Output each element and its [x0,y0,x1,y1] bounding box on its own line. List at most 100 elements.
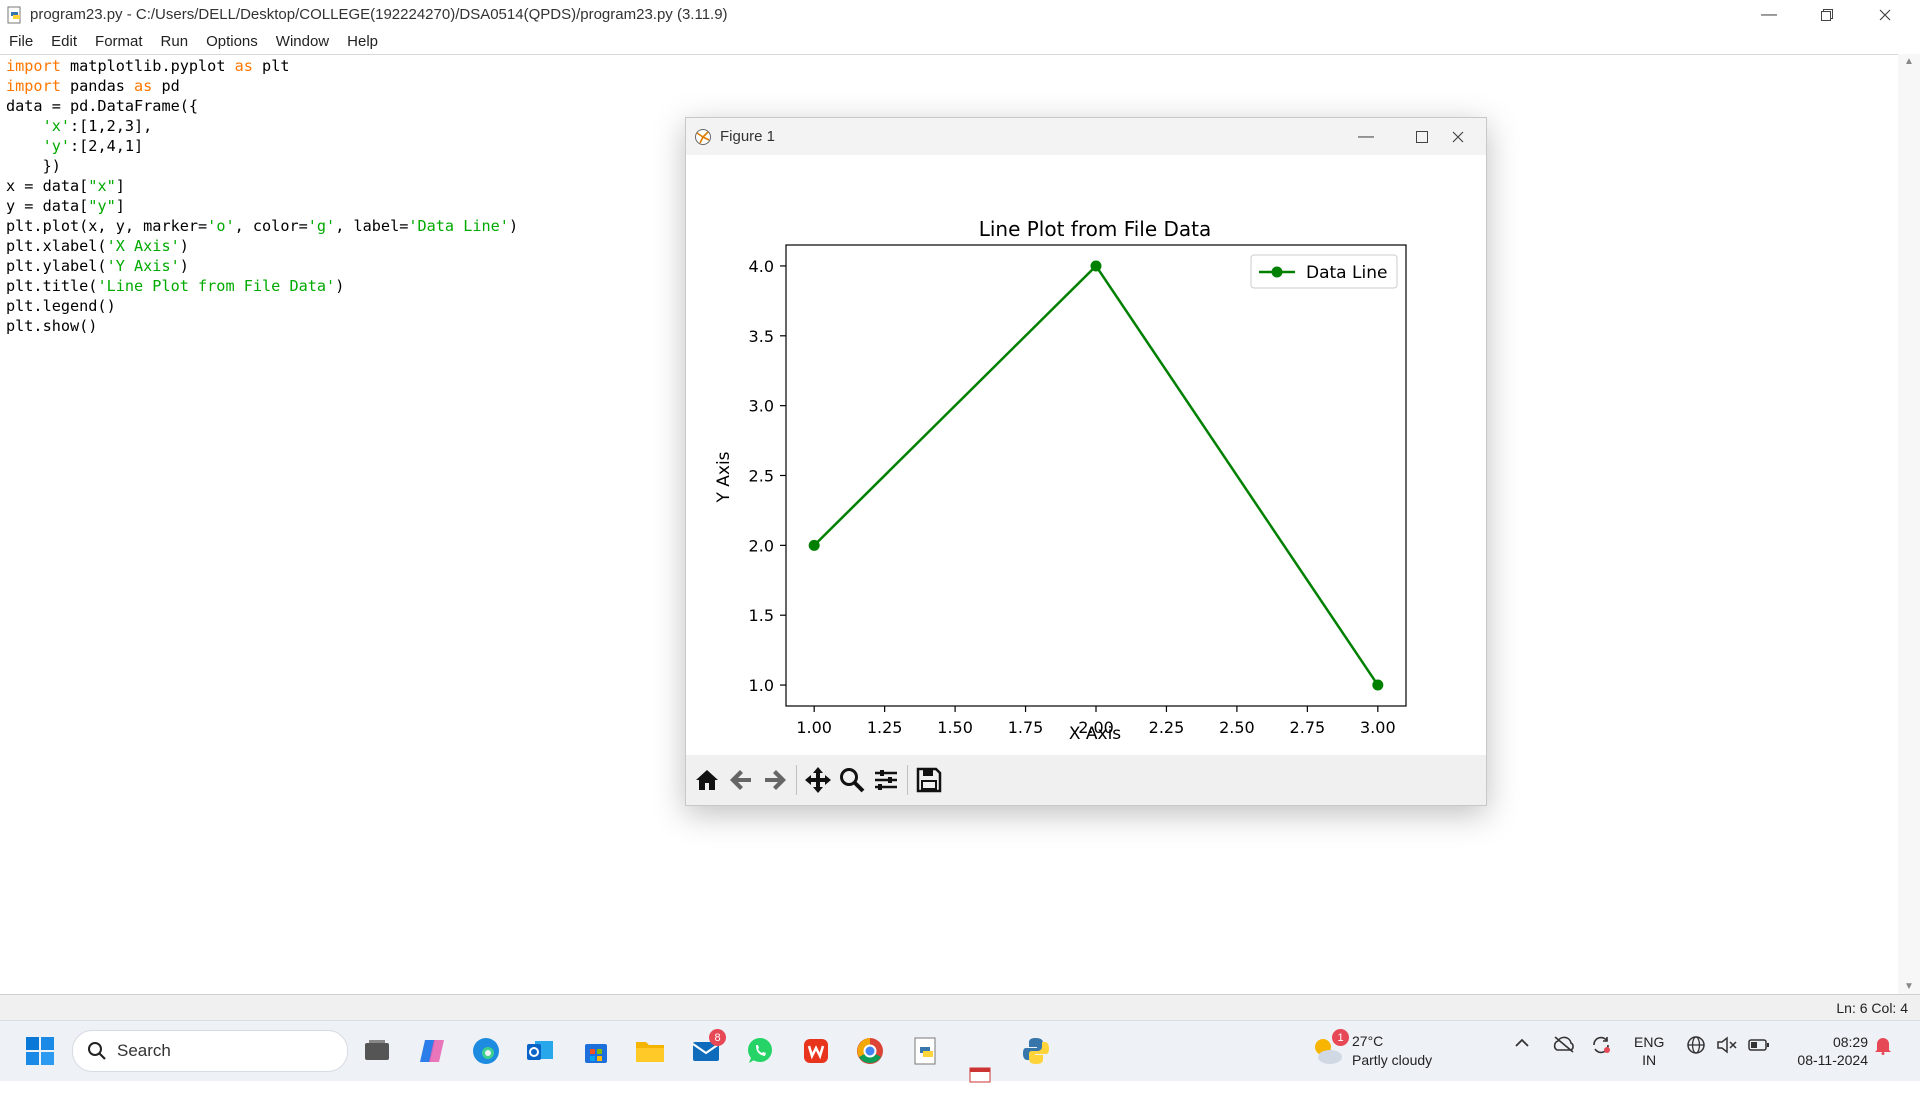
windows-logo-icon [26,1037,54,1065]
close-button[interactable] [1856,0,1914,29]
sliders-icon [875,770,897,790]
save-figure-button[interactable] [912,763,946,797]
back-button[interactable] [724,763,758,797]
figure-titlebar: Figure 1 — [686,118,1486,155]
minimize-button[interactable]: — [1740,0,1798,29]
code-token: 'X Axis' [106,237,180,255]
code-line[interactable]: plt.plot(x, y, marker='o', color='g', la… [6,216,1886,236]
figure-minimize-button[interactable]: — [1338,118,1394,155]
volume-button[interactable] [1716,1035,1738,1059]
code-token: 'Line Plot from File Data' [97,277,336,295]
menu-run[interactable]: Run [160,33,189,50]
edge-button[interactable] [468,1033,504,1069]
taskbar-clock[interactable]: 08:29 08-11-2024 [1782,1033,1868,1069]
code-token: "y" [88,197,116,215]
task-view-icon [365,1040,389,1060]
x-tick-label: 3.00 [1360,718,1396,737]
window-title: program23.py - C:/Users/DELL/Desktop/COL… [30,6,728,23]
code-line[interactable]: 'x':[1,2,3], [6,116,1886,136]
code-line[interactable]: x = data["x"] [6,176,1886,196]
code-token: matplotlib.pyplot [60,57,235,75]
code-line[interactable]: plt.legend() [6,296,1886,316]
figure-close-button[interactable] [1430,118,1486,155]
taskbar-search[interactable]: Search [72,1030,348,1072]
x-tick-label: 2.00 [1078,718,1114,737]
y-tick-label: 1.0 [749,676,774,695]
weather-widget[interactable]: 1 27°C Partly cloudy [1310,1029,1460,1071]
weather-badge: 1 [1332,1029,1349,1046]
input-language[interactable]: ENG IN [1634,1033,1664,1069]
code-line[interactable]: plt.xlabel('X Axis') [6,236,1886,256]
code-line[interactable]: 'y':[2,4,1] [6,136,1886,156]
clock-date: 08-11-2024 [1797,1052,1868,1068]
menu-options[interactable]: Options [206,33,258,50]
task-view-button[interactable] [359,1033,395,1069]
configure-subplots-button[interactable] [869,763,903,797]
onedrive-button[interactable] [1552,1035,1576,1057]
notifications-button[interactable] [1874,1035,1892,1059]
python-logo-icon [1023,1038,1049,1064]
data-point[interactable] [1090,260,1102,272]
chart-canvas[interactable]: Line Plot from File Data X Axis Y Axis 1… [686,155,1486,755]
wps-office-button[interactable] [798,1033,834,1069]
code-token: plt.legend() [6,297,116,315]
network-button[interactable] [1686,1035,1706,1059]
forward-button[interactable] [758,763,792,797]
code-token: plt.xlabel( [6,237,107,255]
notification-badge: 8 [709,1029,726,1046]
editor-scrollbar[interactable]: ▲ ▼ [1898,54,1920,994]
battery-button[interactable] [1748,1035,1770,1059]
restore-button[interactable] [1798,0,1856,29]
code-token: ) [508,217,519,235]
show-hidden-icons-button[interactable] [1514,1035,1530,1055]
x-tick-label: 1.50 [937,718,973,737]
file-explorer-button[interactable] [632,1033,668,1069]
outlook-button[interactable] [522,1033,558,1069]
code-line[interactable]: plt.ylabel('Y Axis') [6,256,1886,276]
code-line[interactable]: y = data["y"] [6,196,1886,216]
menu-help[interactable]: Help [347,33,378,50]
menu-file[interactable]: File [9,33,34,50]
scroll-up-icon[interactable]: ▲ [1904,56,1914,67]
code-token: 'y' [42,137,71,155]
weather-description: Partly cloudy [1352,1052,1433,1068]
code-token: , label= [335,217,409,235]
mail-button[interactable]: 8 [688,1029,726,1069]
copilot-button[interactable] [414,1033,450,1069]
menu-edit[interactable]: Edit [51,33,78,50]
store-button[interactable] [578,1033,614,1069]
y-tick-label: 2.0 [749,536,774,555]
code-line[interactable]: data = pd.DataFrame({ [6,96,1886,116]
code-token: 'Data Line' [408,217,509,235]
floppy-disk-icon [916,767,942,793]
calendar-app-button[interactable] [962,1057,998,1093]
code-line[interactable]: import matplotlib.pyplot as plt [6,56,1886,76]
y-tick-label: 3.0 [749,397,774,416]
home-button[interactable] [690,763,724,797]
python-file-icon [914,1037,936,1065]
data-point[interactable] [1372,679,1384,691]
start-button[interactable] [22,1033,58,1069]
menu-window[interactable]: Window [275,33,330,50]
figure-maximize-button[interactable] [1394,118,1450,155]
whatsapp-icon [748,1038,772,1063]
sync-button[interactable] [1590,1035,1612,1059]
code-line[interactable]: plt.show() [6,316,1886,336]
code-token: "x" [88,177,116,195]
data-point[interactable] [808,539,820,551]
pan-button[interactable] [801,763,835,797]
zoom-button[interactable] [835,763,869,797]
figure-title: Figure 1 [720,128,776,145]
window-titlebar: program23.py - C:/Users/DELL/Desktop/COL… [0,0,1920,29]
python-button[interactable] [1018,1033,1054,1069]
code-token: plt.show() [6,317,98,335]
chrome-button[interactable] [852,1033,888,1069]
whatsapp-button[interactable] [742,1033,778,1069]
code-line[interactable]: plt.title('Line Plot from File Data') [6,276,1886,296]
menu-format[interactable]: Format [95,33,143,50]
code-line[interactable]: }) [6,156,1886,176]
scroll-down-icon[interactable]: ▼ [1904,981,1914,992]
code-line[interactable]: import pandas as pd [6,76,1886,96]
code-editor[interactable]: import matplotlib.pyplot as plt import pa… [6,56,1886,986]
python-idle-button[interactable] [908,1033,944,1069]
